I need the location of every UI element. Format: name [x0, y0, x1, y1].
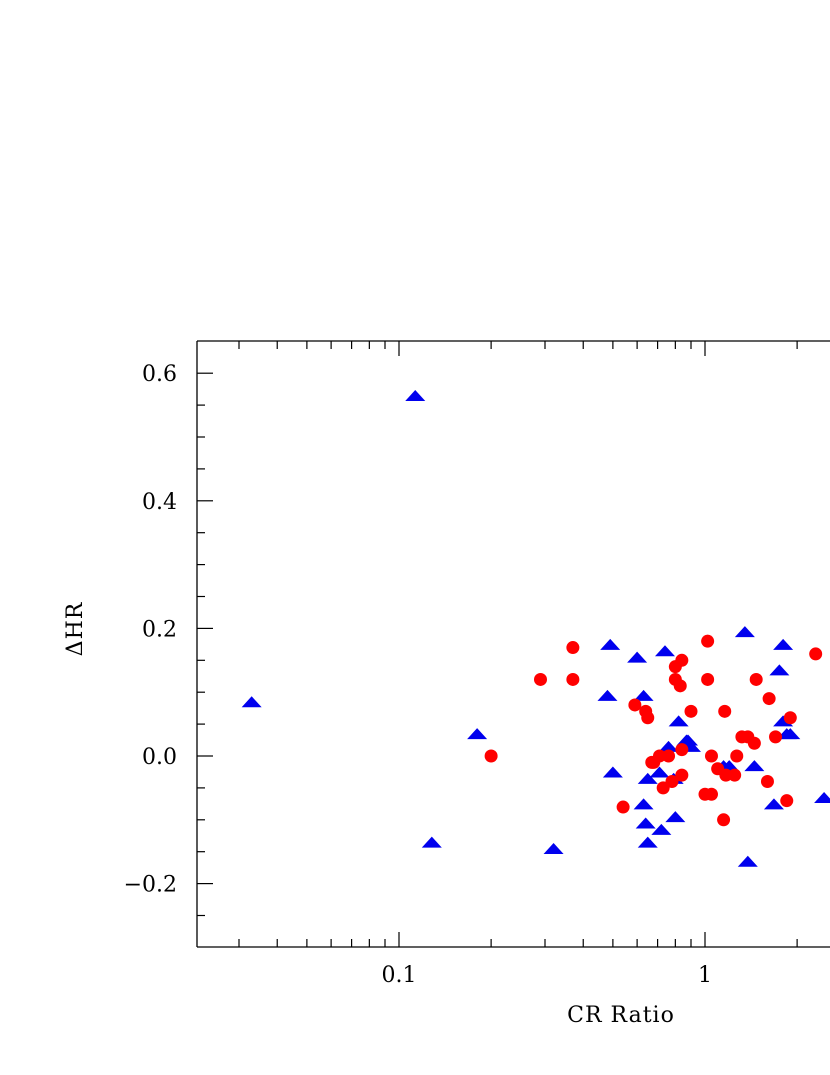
- triangle-point: [654, 645, 675, 657]
- triangle-point: [737, 855, 758, 867]
- triangle-point: [678, 734, 699, 746]
- x-tick-label: 0.1: [382, 963, 417, 988]
- triangle-point: [651, 823, 672, 835]
- axis-ticks: [197, 341, 798, 947]
- circle-point: [566, 641, 580, 655]
- triangle-point: [814, 791, 830, 803]
- circle-point: [728, 768, 742, 782]
- triangle-point: [637, 836, 658, 848]
- circle-point: [566, 672, 580, 686]
- triangle-point: [658, 740, 679, 752]
- x-tick-label: 1: [698, 963, 712, 988]
- circle-point: [749, 672, 763, 686]
- circle-point: [760, 775, 774, 789]
- triangle-point: [668, 715, 689, 727]
- circle-point: [662, 749, 676, 763]
- triangle-point: [405, 390, 426, 402]
- triangle-point: [600, 638, 621, 650]
- triangle-point: [649, 766, 670, 778]
- circle-point: [704, 787, 718, 801]
- circle-point: [769, 730, 783, 744]
- triangle-point: [734, 626, 755, 638]
- circle-point: [780, 794, 794, 808]
- triangle-point: [633, 798, 654, 810]
- triangle-point: [543, 843, 564, 855]
- circle-point: [533, 672, 547, 686]
- triangle-point: [627, 651, 648, 663]
- triangle-point: [780, 728, 801, 740]
- triangle-point: [773, 638, 794, 650]
- circle-point: [616, 800, 630, 814]
- circle-point: [783, 711, 797, 725]
- circle-point: [701, 672, 715, 686]
- circle-point: [652, 749, 666, 763]
- circle-point: [717, 813, 731, 827]
- triangle-point: [597, 689, 618, 701]
- triangle-point: [665, 811, 686, 823]
- triangle-point: [633, 689, 654, 701]
- circle-point: [809, 647, 823, 661]
- y-axis-title: ΔHR: [63, 601, 88, 656]
- circle-point: [704, 749, 718, 763]
- triangle-point: [719, 760, 740, 772]
- plot-frame: [196, 340, 830, 948]
- circle-point: [675, 653, 689, 667]
- y-tick-label: 0.4: [142, 490, 177, 515]
- triangle-point: [769, 664, 790, 676]
- x-axis-title: CR Ratio: [567, 1003, 675, 1028]
- y-tick-label: −0.2: [124, 873, 177, 898]
- circle-point: [484, 749, 498, 763]
- y-tick-label: 0.6: [142, 362, 177, 387]
- circle-point: [673, 679, 687, 693]
- circle-point: [747, 736, 761, 750]
- circle-point: [684, 704, 698, 718]
- y-tick-label: 0.2: [142, 617, 177, 642]
- y-tick-label: 0.0: [142, 745, 177, 770]
- circle-point: [628, 698, 642, 712]
- circle-point: [718, 704, 732, 718]
- triangle-point: [744, 760, 765, 772]
- triangle-point: [467, 728, 488, 740]
- triangle-point: [421, 836, 442, 848]
- circle-point: [665, 775, 679, 789]
- triangle-point: [635, 817, 656, 829]
- circle-point: [675, 768, 689, 782]
- circle-point: [641, 711, 655, 725]
- circle-point: [730, 749, 744, 763]
- circle-point: [675, 743, 689, 757]
- triangle-point: [763, 798, 784, 810]
- circle-point: [762, 692, 776, 706]
- tick-labels: 0.1 1 −0.2 0.0 0.2 0.4 0.6: [124, 362, 712, 988]
- triangle-point: [602, 766, 623, 778]
- data-points: [241, 390, 830, 867]
- triangle-point: [637, 772, 658, 784]
- circle-point: [701, 634, 715, 648]
- triangle-point: [241, 696, 262, 708]
